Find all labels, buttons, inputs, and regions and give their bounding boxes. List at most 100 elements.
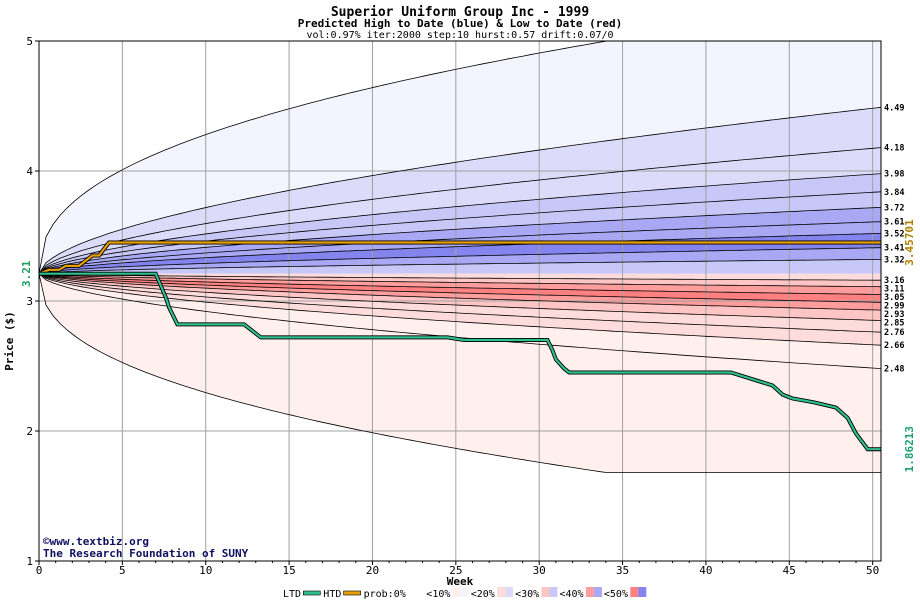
htd-end-label: 3.45701 bbox=[903, 219, 916, 266]
start-price-label: 3.21 bbox=[20, 260, 33, 287]
x-tick-label: 0 bbox=[36, 564, 43, 577]
legend-prob-label: <50% bbox=[604, 589, 628, 600]
high-band bbox=[39, 207, 881, 274]
low-band bbox=[39, 273, 881, 346]
quantile-label: 2.48 bbox=[884, 365, 904, 375]
low-quantile-line bbox=[38, 273, 882, 321]
quantile-label: 2.85 bbox=[884, 319, 904, 329]
quantile-label: 3.16 bbox=[884, 276, 904, 286]
legend-prob-swatch-low bbox=[497, 587, 506, 597]
high-quantile-line bbox=[38, 233, 882, 275]
high-quantile-line bbox=[38, 207, 882, 275]
quantile-label: 3.11 bbox=[884, 285, 904, 295]
legend-prob-swatch-low bbox=[452, 587, 461, 597]
chart-title: Superior Uniform Group Inc - 1999 bbox=[331, 5, 589, 20]
quantile-label: 2.93 bbox=[884, 310, 904, 320]
x-axis-label: Week bbox=[447, 575, 474, 588]
low-quantile-line bbox=[38, 273, 882, 295]
quantile-label: 3.32 bbox=[884, 255, 904, 265]
series-layer bbox=[38, 240, 881, 452]
low-band bbox=[39, 273, 881, 281]
footer-org: The Research Foundation of SUNY bbox=[43, 547, 249, 560]
x-tick-label: 45 bbox=[783, 564, 796, 577]
quantile-lines bbox=[38, 40, 882, 473]
quantile-label: 3.05 bbox=[884, 293, 904, 303]
probability-bands bbox=[39, 41, 881, 473]
y-axis-label: Price ($) bbox=[3, 311, 16, 371]
legend-ltd-label: LTD bbox=[283, 589, 301, 600]
legend-htd-label: HTD bbox=[323, 589, 341, 600]
legend-prob-label: <20% bbox=[471, 589, 495, 600]
quantile-label: 3.52 bbox=[884, 229, 904, 239]
low-band bbox=[39, 273, 881, 369]
high-quantile-line bbox=[38, 106, 882, 274]
y-tick-label: 3 bbox=[26, 295, 33, 308]
quantile-label: 3.84 bbox=[884, 188, 904, 198]
legend: LTD HTD prob:0% <10% <20% <30% <40% <50% bbox=[283, 587, 647, 600]
footer-copyright: ©www.textbiz.org bbox=[43, 535, 149, 548]
legend-prob-swatch-high bbox=[505, 587, 514, 597]
high-quantile-line bbox=[38, 147, 882, 274]
high-quantile-line bbox=[38, 173, 882, 274]
quantile-label: 2.66 bbox=[884, 341, 904, 351]
legend-prob-swatch-high bbox=[549, 587, 558, 597]
high-band bbox=[39, 41, 881, 274]
legend-prob-swatch-high bbox=[638, 587, 647, 597]
low-band bbox=[39, 273, 881, 333]
y-tick-label: 5 bbox=[26, 35, 33, 48]
x-tick-label: 40 bbox=[699, 564, 712, 577]
legend-prob-swatch-high bbox=[593, 587, 602, 597]
quantile-label: 2.76 bbox=[884, 328, 904, 338]
x-tick-label: 15 bbox=[282, 564, 295, 577]
legend-prob-label: <40% bbox=[560, 589, 584, 600]
x-tick-label: 50 bbox=[866, 564, 879, 577]
chart-subtitle: Predicted High to Date (blue) & Low to D… bbox=[298, 17, 623, 30]
ltd-line bbox=[39, 272, 881, 451]
y-tick-label: 2 bbox=[26, 425, 33, 438]
legend-prob-label: <10% bbox=[426, 589, 450, 600]
low-quantile-line bbox=[38, 273, 882, 333]
quantile-label: 2.99 bbox=[884, 302, 904, 312]
legend-prob-swatch-low bbox=[630, 587, 639, 597]
high-band bbox=[39, 107, 881, 274]
quantile-label: 3.98 bbox=[884, 170, 904, 180]
quantile-label: 3.72 bbox=[884, 203, 904, 213]
low-band bbox=[39, 273, 881, 321]
right-labels: 4.49 4.18 3.98 3.84 3.72 3.613.52 3.413.32 3.16… bbox=[884, 103, 916, 472]
low-quantile-line bbox=[38, 273, 881, 473]
quantile-label: 4.49 bbox=[884, 103, 904, 113]
legend-prob-swatch-low bbox=[585, 587, 594, 597]
htd-line bbox=[38, 241, 881, 275]
high-band bbox=[39, 173, 881, 274]
quantile-label: 4.18 bbox=[884, 144, 904, 154]
low-quantile-line bbox=[38, 273, 882, 303]
y-tick-label: 1 bbox=[26, 555, 33, 568]
x-tick-label: 25 bbox=[449, 564, 462, 577]
low-band bbox=[39, 273, 881, 473]
y-tick-label: 4 bbox=[26, 165, 33, 178]
x-tick-label: 30 bbox=[533, 564, 546, 577]
legend-prob-swatch-low bbox=[541, 587, 550, 597]
quantile-label: 3.61 bbox=[884, 218, 904, 228]
high-band bbox=[39, 191, 881, 274]
high-quantile-line bbox=[38, 259, 882, 275]
low-quantile-line bbox=[38, 273, 882, 311]
x-tick-label: 35 bbox=[616, 564, 629, 577]
high-band bbox=[39, 147, 881, 274]
low-quantile-line bbox=[38, 273, 882, 288]
ltd-end-label: 1.86213 bbox=[903, 426, 916, 472]
grid bbox=[39, 41, 881, 561]
x-tick-label: 10 bbox=[199, 564, 212, 577]
low-quantile-line bbox=[38, 273, 882, 346]
low-band bbox=[39, 273, 881, 295]
quantile-label: 3.41 bbox=[884, 244, 904, 254]
legend-prob-label: <30% bbox=[515, 589, 539, 600]
legend-prob-label: prob:0% bbox=[364, 589, 406, 600]
chart-params: vol:0.97% iter:2000 step:10 hurst:0.57 d… bbox=[306, 30, 613, 41]
high-band bbox=[39, 221, 881, 274]
legend-ltd-swatch bbox=[302, 590, 321, 596]
x-tick-label: 5 bbox=[119, 564, 126, 577]
x-tick-label: 20 bbox=[366, 564, 379, 577]
